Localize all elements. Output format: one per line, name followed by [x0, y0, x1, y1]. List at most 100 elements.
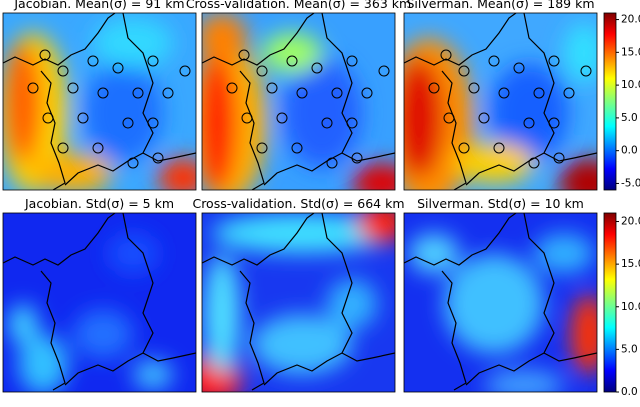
station — [291, 142, 303, 154]
station — [132, 87, 144, 99]
heat-blob — [564, 23, 597, 83]
coastline — [404, 213, 597, 391]
station — [92, 142, 104, 154]
station — [179, 65, 191, 77]
station — [458, 65, 470, 77]
heat-blob — [282, 58, 362, 168]
panel-title: Jacobian. Std(σ) = 5 km — [24, 196, 174, 211]
station — [87, 55, 99, 67]
coastline — [404, 13, 597, 190]
panel-frame — [403, 212, 598, 393]
station — [378, 65, 390, 77]
heat-blob — [454, 143, 534, 183]
heat-blob — [409, 233, 459, 274]
station — [266, 82, 278, 94]
colorbar-tick-label: 0.0 — [621, 145, 638, 157]
heat-blob — [212, 213, 392, 254]
station — [548, 117, 560, 129]
heat-blob — [73, 309, 133, 360]
heat-blob — [133, 359, 173, 390]
station — [326, 157, 338, 169]
coastline — [3, 13, 196, 190]
station — [67, 82, 79, 94]
heat-blob — [352, 163, 395, 190]
coastline — [202, 213, 395, 391]
station — [351, 152, 363, 164]
station — [27, 82, 39, 94]
colorbar-tick-label: 5.0 — [621, 343, 638, 355]
heat-blob — [444, 254, 544, 355]
heat-blob — [489, 63, 569, 163]
station — [443, 112, 455, 124]
heat-blob — [8, 304, 38, 345]
heatmap — [3, 213, 196, 392]
heat-blob — [18, 334, 68, 392]
station — [57, 65, 69, 77]
station — [276, 112, 288, 124]
heat-blob — [252, 314, 352, 375]
station — [296, 87, 308, 99]
station — [147, 55, 159, 67]
station — [528, 157, 540, 169]
station — [440, 49, 452, 61]
panel-frame — [201, 212, 396, 393]
station — [127, 157, 139, 169]
station — [488, 55, 500, 67]
station — [468, 82, 480, 94]
colorbar — [603, 212, 617, 393]
station — [498, 87, 510, 99]
heat-blob — [484, 369, 564, 392]
heat-blob — [158, 158, 196, 190]
heatmap-field — [202, 13, 395, 190]
heat-blob — [559, 158, 597, 190]
colorbar-tick-label: 15.0 — [621, 46, 640, 58]
heat-blob — [202, 13, 247, 63]
station — [97, 87, 109, 99]
panel — [201, 12, 396, 191]
panel-title: Cross-validation. Mean(σ) = 363 km — [186, 0, 411, 11]
station — [563, 87, 575, 99]
panel-frame — [2, 212, 197, 393]
panel — [403, 212, 598, 393]
station — [346, 55, 358, 67]
station — [458, 142, 470, 154]
colorbar — [603, 12, 617, 191]
heat-blob — [357, 213, 395, 244]
heatmap — [404, 13, 597, 190]
panel-frame — [201, 12, 396, 191]
colorbar-tick-label: 15.0 — [621, 258, 640, 270]
station — [331, 87, 343, 99]
heat-blob — [327, 279, 377, 330]
colorbar-tick-label: 20.0 — [621, 216, 640, 228]
station — [533, 87, 545, 99]
station — [493, 142, 505, 154]
station — [122, 117, 134, 129]
station — [39, 49, 51, 61]
station — [361, 87, 373, 99]
heatmap-field — [8, 233, 173, 392]
heat-blob — [534, 233, 594, 274]
station — [346, 117, 358, 129]
heatmap — [3, 13, 196, 190]
heatmap — [202, 13, 395, 190]
colorbar-tick-label: 20.0 — [621, 14, 640, 26]
heatmap-field — [202, 213, 395, 392]
panel-title: Cross-validation. Std(σ) = 664 km — [192, 196, 404, 211]
heat-blob — [5, 43, 41, 163]
panel-title: Jacobian. Mean(σ) = 91 km — [13, 0, 184, 11]
station — [286, 55, 298, 67]
station — [238, 49, 250, 61]
station — [580, 65, 592, 77]
heat-blob — [202, 53, 237, 190]
panel — [2, 12, 197, 191]
heatmap — [404, 213, 597, 392]
panel-title: Silverman. Mean(σ) = 189 km — [407, 0, 595, 11]
station — [77, 112, 89, 124]
station — [226, 82, 238, 94]
station — [478, 112, 490, 124]
heat-blob — [404, 58, 444, 178]
panel — [403, 12, 598, 191]
station — [548, 55, 560, 67]
heatmap — [202, 213, 395, 392]
